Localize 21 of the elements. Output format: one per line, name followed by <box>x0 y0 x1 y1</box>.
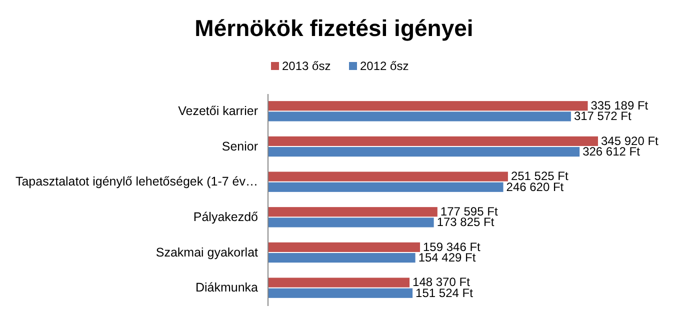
y-tick-label: Tapasztalatot igénylő lehetőségek (1-7 év… <box>15 174 258 189</box>
bar <box>268 242 420 252</box>
bar <box>268 136 598 146</box>
bar <box>268 172 508 182</box>
bar <box>268 278 410 288</box>
bar <box>268 207 438 217</box>
bar <box>268 147 580 157</box>
y-tick-label: Szakmai gyakorlat <box>156 245 259 260</box>
legend-label: 2013 ősz <box>282 59 331 74</box>
chart-title: Mérnökök fizetési igényei <box>194 15 474 41</box>
bar <box>268 101 588 111</box>
bar <box>268 253 416 263</box>
bar <box>268 112 571 122</box>
y-tick-label: Senior <box>222 139 258 154</box>
y-tick-label: Diákmunka <box>195 280 258 295</box>
legend-label: 2012 ősz <box>360 59 409 74</box>
bar <box>268 288 413 298</box>
bar <box>268 182 504 192</box>
bar <box>268 218 434 228</box>
y-tick-label: Pályakezdő <box>193 210 258 224</box>
y-tick-label: Vezetői karrier <box>178 104 258 118</box>
